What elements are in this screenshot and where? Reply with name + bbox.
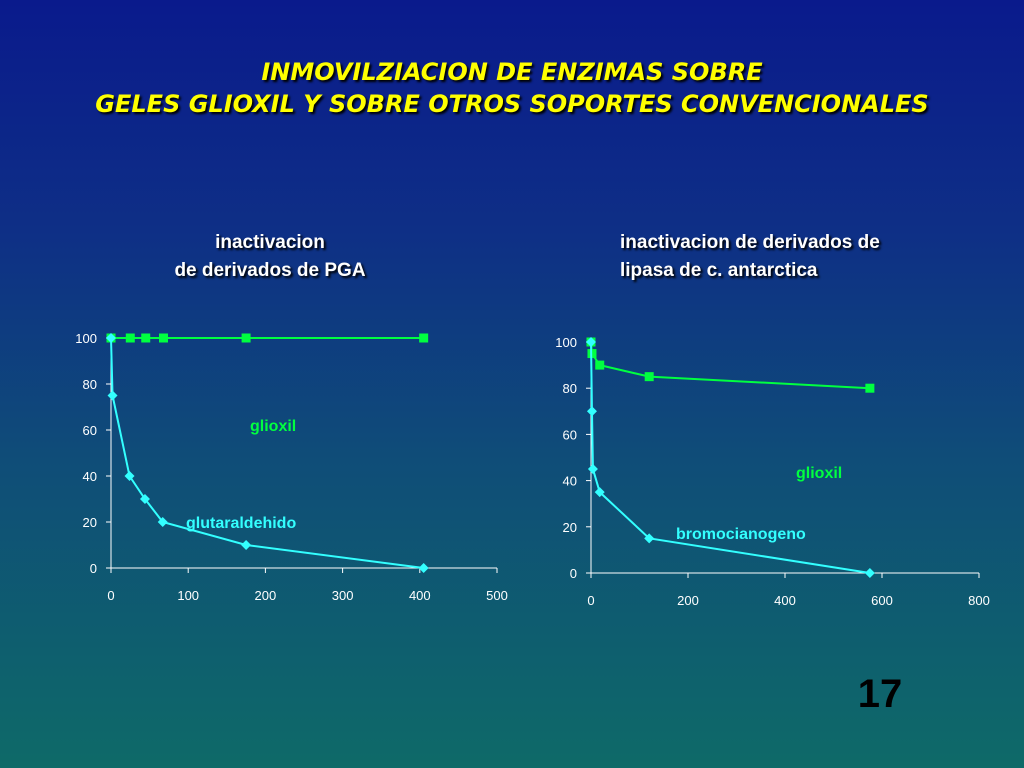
series-line-bromocianogeno [590, 341, 871, 574]
data-point-glioxil [419, 333, 429, 343]
data-point-glutaraldehido [418, 563, 429, 573]
slide-title-line1: INMOVILZIACION DE ENZIMAS SOBRE [261, 58, 763, 86]
y-tick-label: 0 [90, 561, 97, 576]
x-tick-label: 600 [871, 593, 893, 608]
data-point-glioxil [158, 333, 168, 343]
data-point-bromocianogeno [594, 487, 605, 498]
y-tick-label: 20 [563, 520, 577, 535]
x-tick-label: 400 [409, 588, 431, 603]
data-point-glioxil [595, 360, 605, 370]
data-point-glutaraldehido [157, 517, 168, 527]
chart-title-pga-line2: de derivados de PGA [174, 260, 366, 281]
series-label-glioxil: glioxil [250, 418, 296, 435]
slide-title: INMOVILZIACION DE ENZIMAS SOBRE GELES GL… [0, 56, 1024, 120]
data-point-glioxil [865, 383, 875, 393]
data-point-glutaraldehido [106, 333, 116, 343]
x-tick-label: 200 [255, 588, 277, 603]
chart-title-lipasa-line1: inactivacion de derivados de [620, 232, 880, 253]
data-point-bromocianogeno [864, 568, 875, 578]
x-tick-label: 100 [177, 588, 199, 603]
data-point-bromocianogeno [644, 533, 655, 544]
y-tick-label: 100 [555, 335, 577, 350]
x-tick-label: 800 [968, 593, 990, 608]
series-label-glioxil: glioxil [796, 465, 842, 482]
data-point-glutaraldehido [124, 471, 135, 481]
x-tick-label: 0 [587, 593, 594, 608]
data-point-glutaraldehido [107, 390, 118, 401]
chart-1: 0 20 40 60 80 100 0 200 400 600 800 glioxil bromocia… [555, 335, 990, 608]
data-point-glutaraldehido [139, 494, 150, 504]
x-tick-label: 400 [774, 593, 796, 608]
page-number: 17 [857, 672, 903, 716]
chart-title-lipasa-line2: lipasa de c. antarctica [620, 260, 818, 281]
y-tick-label: 20 [83, 515, 97, 530]
series-label-bromocianogeno: bromocianogeno [676, 526, 806, 543]
series-label-glutaraldehido: glutaraldehido [186, 515, 296, 532]
x-tick-label: 500 [486, 588, 508, 603]
y-tick-label: 80 [83, 377, 97, 392]
slide-title-line2: GELES GLIOXIL Y SOBRE OTROS SOPORTES CON… [95, 90, 929, 118]
chart-title-pga-line1: inactivacion [215, 232, 325, 253]
data-point-bromocianogeno [586, 406, 597, 417]
y-tick-label: 0 [570, 566, 577, 581]
data-point-glutaraldehido [241, 540, 252, 550]
series-line-glioxil [590, 341, 870, 390]
data-point-glioxil [241, 333, 251, 343]
y-tick-label: 60 [83, 423, 97, 438]
x-tick-label: 200 [677, 593, 699, 608]
y-tick-label: 40 [563, 474, 577, 489]
data-point-bromocianogeno [587, 464, 598, 475]
data-point-bromocianogeno [586, 337, 596, 347]
y-tick-label: 40 [83, 469, 97, 484]
y-tick-label: 80 [563, 381, 577, 396]
chart-title-lipasa: inactivacion de derivados de lipasa de c… [620, 229, 880, 285]
data-point-glioxil [125, 333, 135, 343]
series-line-glutaraldehido [110, 337, 424, 569]
chart-0: 0 20 40 60 80 100 0 100 200 300 400 500 glioxil gluta… [75, 331, 508, 603]
data-point-glioxil [141, 333, 151, 343]
data-point-glioxil [644, 372, 654, 382]
y-tick-label: 60 [563, 427, 577, 442]
y-tick-label: 100 [75, 331, 97, 346]
x-tick-label: 300 [332, 588, 354, 603]
chart-title-pga: inactivacion de derivados de PGA [130, 229, 410, 285]
x-tick-label: 0 [107, 588, 114, 603]
